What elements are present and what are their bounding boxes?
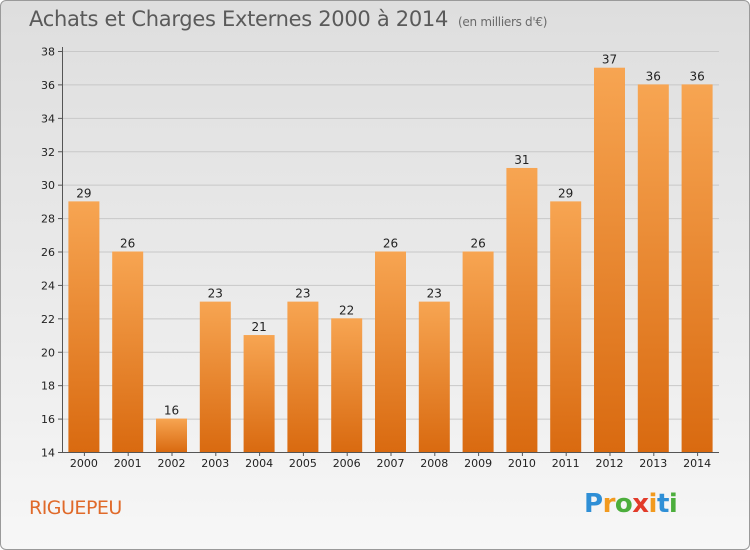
- data-label: 23: [208, 287, 223, 301]
- logo-letter: t: [656, 489, 669, 519]
- bar: [331, 318, 363, 452]
- data-label: 26: [120, 237, 135, 251]
- y-tick-label: 22: [41, 313, 55, 326]
- bar: [287, 301, 319, 452]
- data-label: 36: [689, 69, 704, 83]
- data-label: 29: [558, 186, 573, 200]
- x-tick-label: 2005: [289, 457, 317, 470]
- bar: [243, 335, 275, 452]
- x-tick-label: 2013: [639, 457, 667, 470]
- bar: [156, 418, 187, 452]
- bar: [637, 84, 669, 453]
- bar: [550, 201, 582, 452]
- chart-title-text: Achats et Charges Externes 2000 à 2014: [29, 7, 449, 31]
- y-tick-label: 32: [41, 146, 55, 159]
- bar: [375, 251, 406, 452]
- x-tick-label: 2011: [552, 457, 580, 470]
- commune-name: RIGUEPEU: [29, 497, 122, 519]
- data-label: 22: [339, 303, 354, 317]
- x-tick-label: 2001: [114, 457, 142, 470]
- logo-letter: r: [602, 489, 616, 519]
- x-tick-label: 2004: [245, 457, 273, 470]
- data-label: 37: [602, 53, 617, 67]
- x-tick-label: 2012: [596, 457, 624, 470]
- x-tick-label: 2008: [420, 457, 448, 470]
- data-label: 23: [427, 287, 442, 301]
- x-tick-label: 2007: [377, 457, 405, 470]
- y-tick-label: 24: [41, 279, 55, 292]
- y-tick-label: 26: [41, 246, 55, 259]
- bar: [199, 301, 231, 452]
- data-label: 26: [470, 237, 485, 251]
- x-tick-label: 2014: [683, 457, 711, 470]
- proxiti-logo[interactable]: Proxiti: [584, 489, 678, 519]
- x-tick-label: 2003: [201, 457, 229, 470]
- bar: [594, 67, 625, 452]
- x-tick-label: 2006: [333, 457, 361, 470]
- logo-letter: i: [648, 489, 658, 519]
- y-tick-label: 14: [41, 447, 55, 460]
- data-label: 16: [164, 404, 179, 418]
- logo-letter: i: [668, 489, 678, 519]
- bar: [68, 201, 100, 452]
- y-tick-label: 16: [41, 413, 55, 426]
- data-label: 21: [251, 320, 266, 334]
- x-tick-label: 2009: [464, 457, 492, 470]
- bar: [506, 167, 538, 453]
- chart-title: Achats et Charges Externes 2000 à 2014 (e…: [29, 7, 547, 31]
- x-tick-label: 2002: [158, 457, 186, 470]
- y-tick-label: 28: [41, 213, 55, 226]
- logo-letter: x: [632, 489, 649, 519]
- data-label: 31: [514, 153, 529, 167]
- x-tick-label: 2010: [508, 457, 536, 470]
- bar: [462, 251, 494, 452]
- x-tick-label: 2000: [70, 457, 98, 470]
- y-tick-label: 18: [41, 380, 55, 393]
- y-tick-label: 34: [41, 112, 55, 125]
- y-tick-label: 36: [41, 79, 55, 92]
- data-label: 26: [383, 237, 398, 251]
- logo-letter: P: [584, 489, 603, 519]
- y-tick-label: 20: [41, 346, 55, 359]
- data-label: 23: [295, 287, 310, 301]
- chart-subtitle: (en milliers d'€): [458, 15, 548, 29]
- data-label: 29: [76, 186, 91, 200]
- y-tick-label: 38: [41, 46, 55, 59]
- y-tick-label: 30: [41, 179, 55, 192]
- bar: [681, 84, 713, 453]
- data-label: 36: [646, 69, 661, 83]
- bar: [112, 251, 144, 452]
- logo-letter: o: [614, 489, 633, 519]
- bar: [418, 301, 450, 452]
